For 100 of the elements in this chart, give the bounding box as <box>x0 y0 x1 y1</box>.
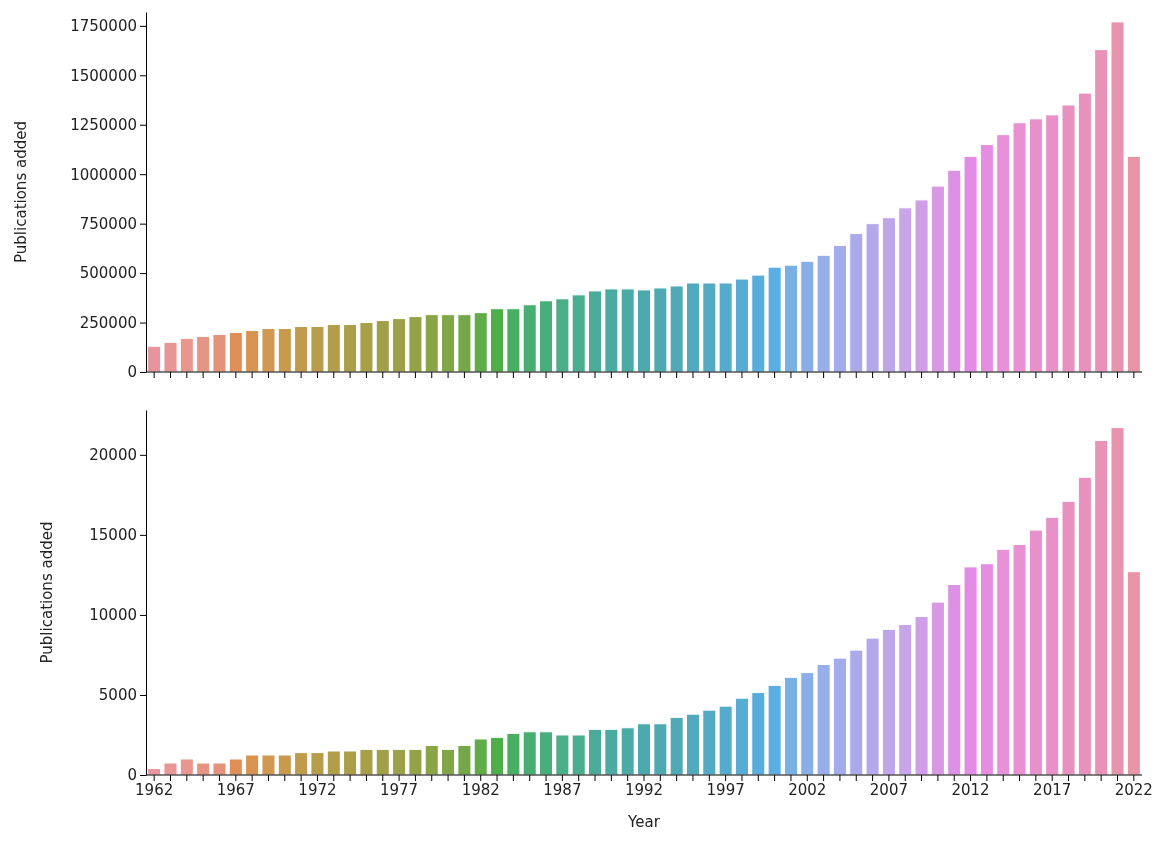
bar <box>310 326 325 373</box>
bar <box>408 316 423 373</box>
bar <box>163 341 178 373</box>
bar <box>571 294 586 373</box>
y-tick-label: 250000 <box>79 313 137 332</box>
bar <box>914 616 929 776</box>
bar <box>718 705 733 776</box>
bar <box>1045 114 1060 373</box>
y-tick-label: 15000 <box>89 526 137 545</box>
bar <box>179 758 194 776</box>
bar <box>555 298 570 373</box>
bar <box>147 345 162 373</box>
bar <box>1126 155 1141 373</box>
bar <box>245 754 260 776</box>
bar <box>228 331 243 373</box>
bar <box>179 337 194 373</box>
bar <box>1110 21 1125 373</box>
bar <box>310 752 325 776</box>
bar <box>1094 49 1109 373</box>
bar <box>277 327 292 373</box>
bar <box>539 731 554 776</box>
bar <box>294 326 309 373</box>
y-tick-label: 1000000 <box>70 165 137 184</box>
bar <box>539 300 554 373</box>
bar <box>767 266 782 373</box>
bar <box>914 199 929 373</box>
bar <box>1094 439 1109 776</box>
bar <box>277 754 292 776</box>
bar <box>767 684 782 776</box>
y-tick-label: 1500000 <box>70 66 137 85</box>
y-tick-label: 1250000 <box>70 116 137 135</box>
bar <box>930 185 945 373</box>
x-tick-label: 2012 <box>951 780 990 799</box>
bar <box>930 601 945 776</box>
bar <box>375 748 390 776</box>
bar <box>375 320 390 373</box>
bar <box>245 329 260 373</box>
bar <box>947 169 962 373</box>
bar <box>343 750 358 776</box>
bar <box>212 762 227 776</box>
bar <box>522 304 537 373</box>
bar <box>1077 92 1092 373</box>
x-tick-label: 1967 <box>216 780 255 799</box>
bar <box>1028 529 1043 776</box>
bar <box>751 274 766 373</box>
y-tick-label: 0 <box>127 766 137 785</box>
bar <box>359 748 374 776</box>
bar <box>865 637 880 776</box>
bar <box>832 657 847 776</box>
bar <box>816 664 831 776</box>
bar <box>490 308 505 373</box>
bar <box>473 312 488 373</box>
bar <box>441 314 456 373</box>
bar <box>800 672 815 776</box>
bar <box>800 260 815 373</box>
bar <box>326 324 341 373</box>
x-tick-label: 1972 <box>298 780 337 799</box>
bar <box>1061 104 1076 373</box>
bar <box>636 723 652 776</box>
bar <box>734 278 749 373</box>
bar <box>702 709 717 776</box>
bar <box>196 335 211 373</box>
bar <box>408 748 423 776</box>
bar <box>294 752 309 776</box>
x-tick-label: 1992 <box>624 780 664 799</box>
y-axis-title: Publications added <box>38 521 56 664</box>
x-tick-label: 1997 <box>706 780 745 799</box>
bar <box>898 624 913 776</box>
bar <box>212 333 227 373</box>
bar <box>196 762 211 776</box>
bar <box>783 676 798 776</box>
bar <box>522 731 537 776</box>
bar <box>1061 500 1076 776</box>
y-tick-label: 5000 <box>98 686 137 705</box>
bar <box>571 734 586 776</box>
x-tick-label: 1982 <box>461 780 500 799</box>
bar <box>261 327 276 373</box>
x-tick-label: 2022 <box>1114 780 1153 799</box>
bar <box>1012 543 1027 776</box>
bar <box>457 314 472 373</box>
bar <box>1126 571 1141 776</box>
x-tick-label: 1962 <box>135 780 174 799</box>
y-tick-label: 20000 <box>89 446 137 465</box>
bar <box>881 217 896 373</box>
bar <box>490 736 505 776</box>
bar <box>587 728 603 776</box>
bar <box>734 697 749 776</box>
bar <box>424 314 439 373</box>
bar <box>1110 427 1125 776</box>
bar <box>555 734 570 776</box>
bar <box>996 548 1011 776</box>
bar <box>1012 122 1027 373</box>
bar <box>163 762 178 776</box>
bar <box>392 318 407 373</box>
x-tick-label: 2002 <box>788 780 827 799</box>
bar <box>849 649 864 776</box>
y-tick-label: 500000 <box>79 264 137 283</box>
bar <box>359 322 374 373</box>
bar <box>865 223 880 373</box>
bar <box>963 155 978 373</box>
